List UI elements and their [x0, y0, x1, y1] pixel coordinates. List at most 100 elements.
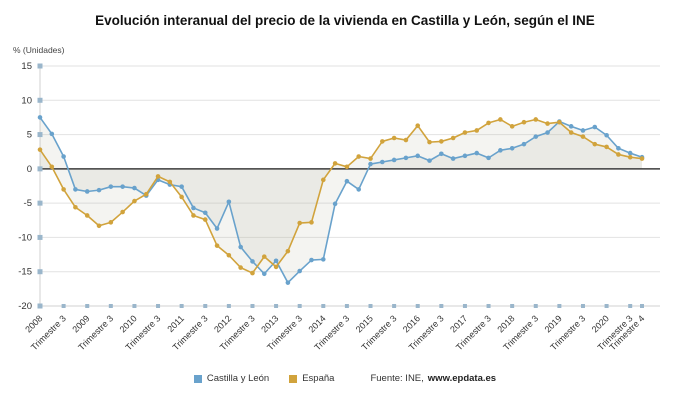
x-tick-label: 2008 [23, 313, 44, 334]
x-tick-label: 2019 [543, 313, 564, 334]
data-point [568, 130, 574, 135]
series-area-0 [40, 117, 642, 283]
data-point [344, 164, 350, 170]
data-point [73, 187, 78, 192]
x-tick-mark [392, 304, 397, 308]
legend-item-castilla[interactable]: Castilla y León [193, 373, 269, 384]
source-text: Fuente: INE, www.epdata.es [370, 373, 496, 384]
data-point [616, 145, 621, 151]
legend-item-espana[interactable]: España [289, 373, 334, 384]
data-point [320, 257, 326, 262]
data-point [521, 141, 527, 147]
x-tick-mark [226, 304, 231, 308]
data-point [427, 158, 432, 163]
x-tick-label: 2009 [70, 313, 91, 334]
data-point [285, 280, 291, 285]
data-point [320, 177, 326, 183]
data-point [427, 139, 432, 145]
chart-legend: Castilla y León España Fuente: INE, www.… [0, 373, 690, 384]
x-tick-label: 2017 [448, 313, 469, 334]
x-tick-mark [510, 304, 515, 308]
x-tick-mark [462, 304, 467, 308]
data-point [616, 152, 621, 157]
data-point [627, 154, 633, 160]
y-tick-mark [37, 234, 43, 240]
espana-swatch-icon [289, 374, 298, 383]
data-point [214, 226, 220, 231]
source-link[interactable]: www.epdata.es [427, 373, 497, 384]
x-tick-mark [486, 304, 491, 308]
data-point [391, 157, 397, 163]
x-tick-mark [297, 304, 302, 308]
data-point [545, 130, 550, 135]
data-point [391, 135, 397, 141]
data-point [250, 270, 255, 276]
y-tick-mark [37, 132, 43, 138]
x-tick-mark [628, 304, 633, 308]
x-tick-mark [439, 304, 444, 308]
data-point [332, 161, 338, 166]
data-point [297, 268, 302, 274]
data-point [474, 128, 480, 133]
x-tick-label: 2012 [212, 313, 233, 334]
data-point [545, 121, 550, 126]
x-tick-mark [108, 304, 113, 308]
y-tick-label: -10 [18, 232, 32, 243]
x-tick-label: 2020 [590, 313, 611, 334]
data-point [415, 123, 421, 128]
data-point [521, 119, 527, 125]
data-point [439, 139, 444, 144]
source-prefix: Fuente: INE, [370, 373, 424, 384]
x-tick-mark [640, 304, 644, 308]
data-point [592, 124, 598, 130]
data-point [533, 134, 539, 139]
data-point [592, 141, 598, 147]
data-point [49, 131, 55, 137]
x-tick-mark [179, 304, 184, 308]
data-point [37, 115, 43, 120]
data-point [202, 217, 208, 222]
data-point [580, 134, 586, 139]
y-tick-mark [37, 269, 43, 275]
data-point [261, 271, 267, 277]
x-tick-label: 2014 [306, 313, 327, 334]
data-point [486, 155, 491, 161]
x-tick-label: 2016 [401, 313, 422, 334]
data-point [344, 178, 350, 184]
data-point [120, 209, 125, 215]
x-tick-mark [557, 304, 562, 308]
legend-label-espana: España [302, 373, 335, 384]
x-tick-mark [203, 304, 208, 308]
y-tick-mark [37, 200, 43, 206]
data-point [297, 220, 302, 226]
series-line-1 [39, 118, 643, 274]
x-tick-mark [368, 304, 373, 308]
data-point [403, 137, 409, 143]
data-point [627, 150, 633, 156]
data-point [226, 199, 232, 205]
data-point [238, 244, 243, 250]
x-tick-mark [250, 304, 255, 308]
x-tick-mark [132, 304, 137, 308]
y-tick-label: -5 [24, 198, 32, 209]
data-point [96, 187, 102, 193]
y-tick-mark [37, 97, 43, 103]
castilla-swatch-icon [193, 374, 202, 383]
data-point [61, 187, 66, 192]
data-point [474, 150, 480, 156]
series-line-0 [39, 116, 643, 284]
x-tick-label: 2011 [165, 313, 186, 334]
data-point [580, 128, 586, 133]
y-tick-label: -15 [18, 267, 32, 278]
data-point [49, 164, 55, 170]
data-point [450, 135, 456, 141]
data-point [84, 213, 90, 218]
data-point [604, 132, 609, 138]
data-point [250, 259, 255, 264]
y-tick-label: 5 [27, 130, 32, 141]
data-point [143, 191, 149, 197]
x-tick-mark [604, 304, 609, 308]
data-point [309, 220, 314, 225]
data-point [450, 156, 456, 161]
